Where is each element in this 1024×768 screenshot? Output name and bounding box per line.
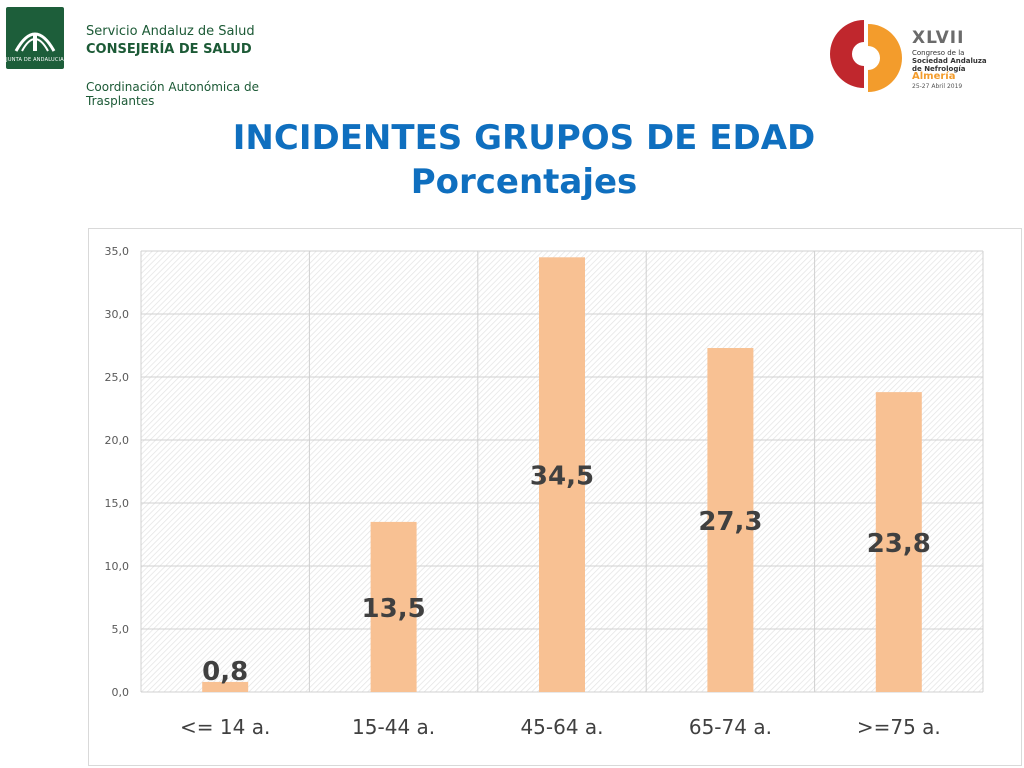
emblem-caption: JUNTA DE ANDALUCIA — [6, 57, 64, 63]
bar-chart: 0,0 5,0 10,0 15,0 20,0 25,0 30,0 35,0 0,8 <= 14 a… — [105, 245, 984, 739]
y-tick-label: 20,0 — [105, 434, 130, 447]
org-line1: Servicio Andaluz de Salud — [86, 24, 255, 39]
bar-data-label: 23,8 — [867, 529, 931, 559]
bar — [875, 392, 922, 692]
bar — [202, 681, 249, 692]
congress-number: XLVII — [912, 28, 965, 48]
congress-line3: de Nefrología — [912, 65, 966, 73]
org-line2: CONSEJERÍA DE SALUD — [86, 42, 252, 57]
x-category-label: 15-44 a. — [352, 715, 435, 739]
y-tick-label: 0,0 — [112, 686, 130, 699]
congress-emblem-icon — [830, 20, 902, 92]
y-tick-label: 10,0 — [105, 560, 130, 573]
bar-data-label: 13,5 — [362, 594, 426, 624]
congress-line1: Congreso de la — [912, 49, 965, 57]
sas-logo: JUNTA DE ANDALUCIA Servicio Andaluz de S… — [0, 0, 322, 108]
title-line1: INCIDENTES GRUPOS DE EDAD — [232, 118, 816, 158]
x-category-label: 45-64 a. — [520, 715, 603, 739]
bar-data-label: 34,5 — [530, 462, 594, 492]
bar — [707, 348, 754, 692]
bar-data-label: 0,8 — [202, 657, 248, 687]
org-line3: Coordinación Autonómica de Trasplantes — [86, 80, 259, 108]
y-tick-label: 25,0 — [105, 371, 130, 384]
y-tick-label: 35,0 — [105, 245, 130, 258]
congress-logo: XLVII Congreso de la Sociedad Andaluza d… — [824, 16, 1004, 94]
title-line2: Porcentajes — [410, 162, 638, 202]
x-category-label: >=75 a. — [857, 715, 941, 739]
slide-title: INCIDENTES GRUPOS DE EDAD Porcentajes — [0, 116, 1024, 204]
y-tick-label: 15,0 — [105, 497, 130, 510]
congress-dates: 25-27 Abril 2019 — [912, 83, 963, 90]
y-tick-label: 30,0 — [105, 308, 130, 321]
x-category-label: 65-74 a. — [689, 715, 772, 739]
y-tick-label: 5,0 — [112, 623, 130, 636]
arch-icon — [14, 32, 56, 52]
chart-frame: 0,0 5,0 10,0 15,0 20,0 25,0 30,0 35,0 0,8 <= 14 a… — [88, 228, 1022, 766]
congress-city: Almería — [912, 71, 956, 82]
junta-andalucia-emblem: JUNTA DE ANDALUCIA — [6, 7, 64, 69]
bar-data-label: 27,3 — [698, 507, 762, 537]
congress-line2: Sociedad Andaluza — [912, 57, 987, 65]
x-category-label: <= 14 a. — [180, 715, 270, 739]
bar — [539, 257, 585, 692]
bar — [370, 521, 417, 692]
